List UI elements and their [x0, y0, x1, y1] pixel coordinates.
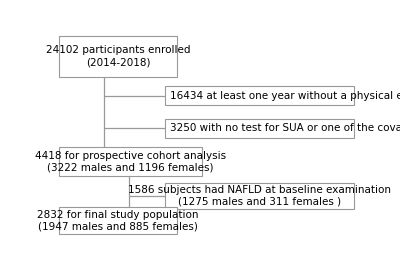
FancyBboxPatch shape — [165, 86, 354, 105]
FancyBboxPatch shape — [59, 36, 177, 77]
Text: 3250 with no test for SUA or one of the covariate variables: 3250 with no test for SUA or one of the … — [170, 123, 400, 133]
FancyBboxPatch shape — [59, 147, 202, 176]
Text: 24102 participants enrolled
(2014-2018): 24102 participants enrolled (2014-2018) — [46, 46, 190, 67]
Text: 4418 for prospective cohort analysis
(3222 males and 1196 females): 4418 for prospective cohort analysis (32… — [35, 151, 226, 172]
Text: 1586 subjects had NAFLD at baseline examination
(1275 males and 311 females ): 1586 subjects had NAFLD at baseline exam… — [128, 185, 391, 207]
Text: 16434 at least one year without a physical examination: 16434 at least one year without a physic… — [170, 91, 400, 100]
Text: 2832 for final study population
(1947 males and 885 females): 2832 for final study population (1947 ma… — [38, 210, 199, 231]
FancyBboxPatch shape — [59, 207, 177, 234]
FancyBboxPatch shape — [165, 118, 354, 138]
FancyBboxPatch shape — [165, 183, 354, 209]
